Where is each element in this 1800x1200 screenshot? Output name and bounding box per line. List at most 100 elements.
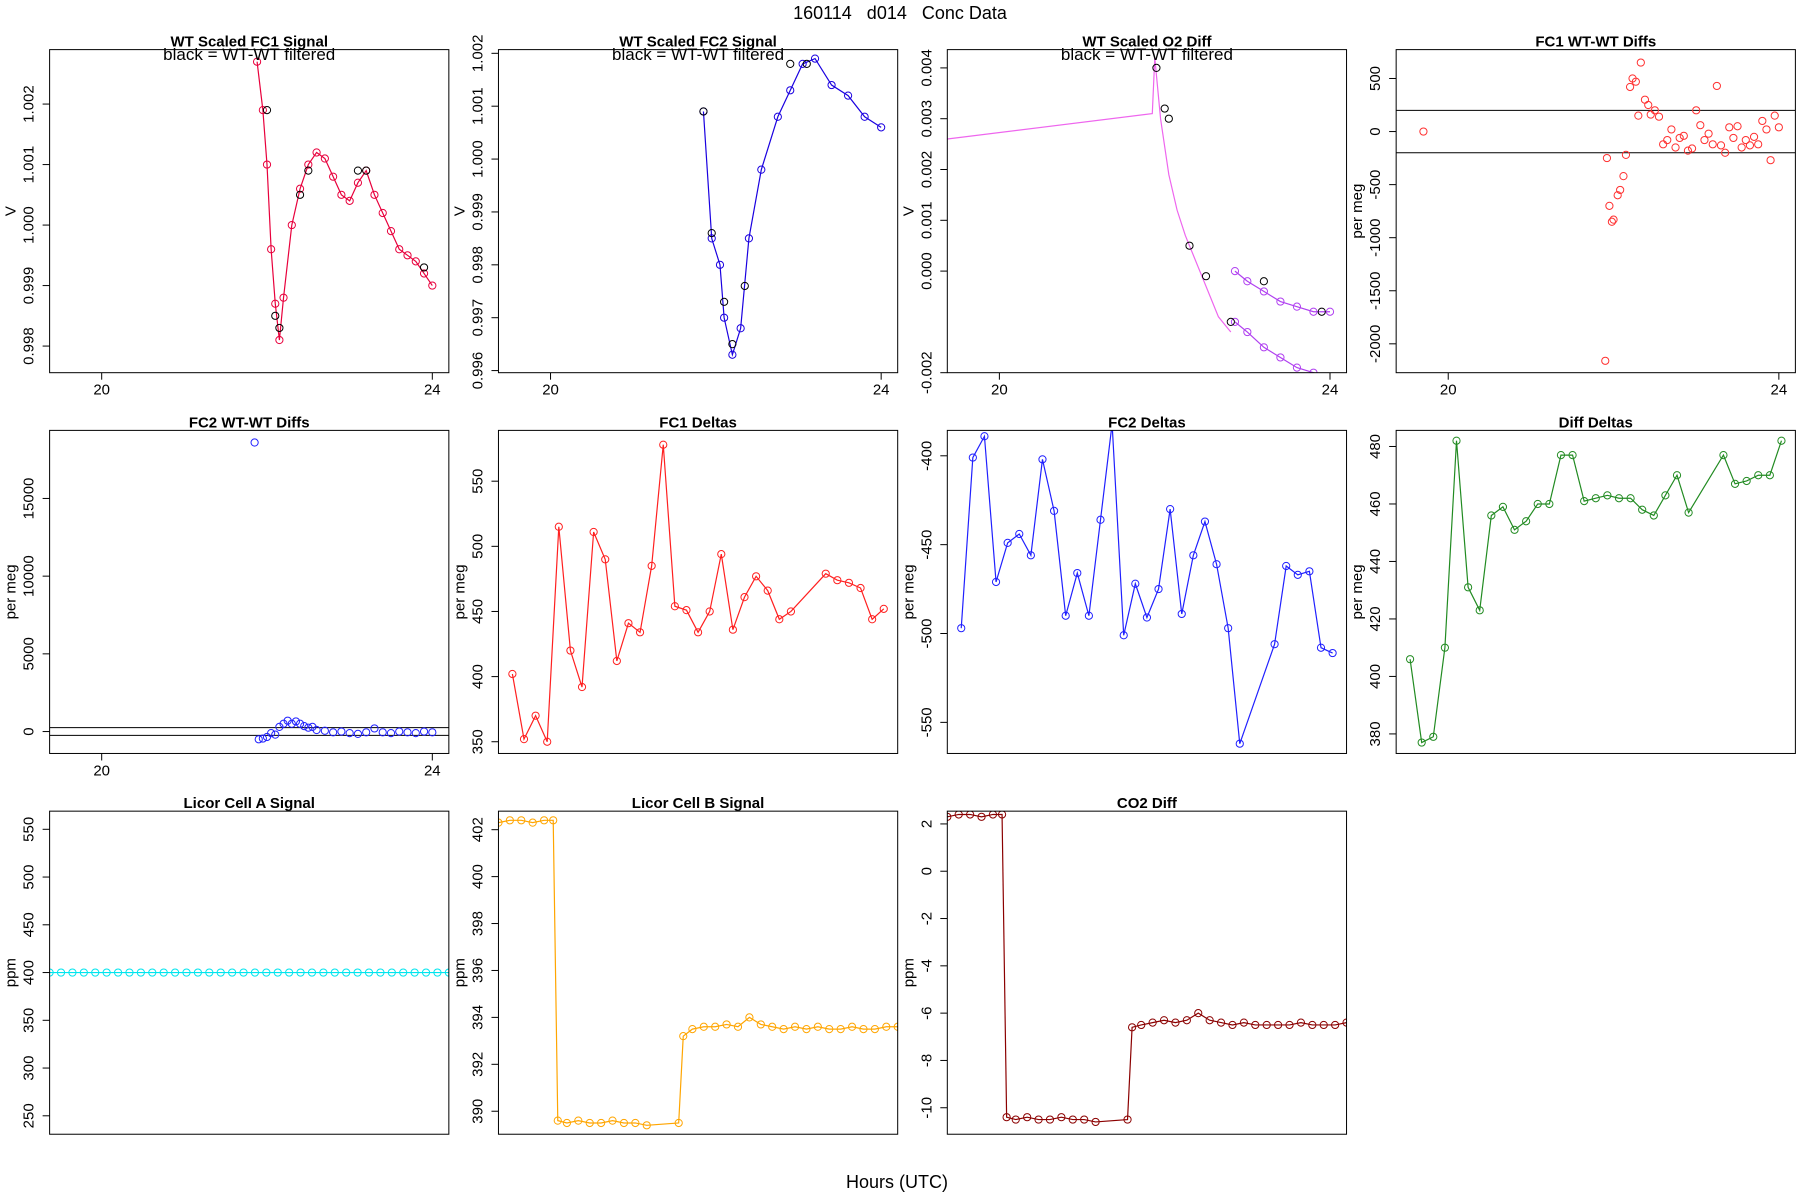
data-point: [1692, 106, 1701, 115]
panel-title: FC1 WT-WT Diffs: [1535, 34, 1656, 51]
data-point: [1663, 135, 1672, 145]
y-tick-label: -1000: [1367, 219, 1384, 257]
data-point: [1737, 143, 1746, 152]
x-tick-label: 20: [1440, 382, 1457, 399]
data-point: [403, 251, 412, 260]
data-point: [1216, 1018, 1226, 1027]
data-point: [589, 527, 598, 537]
data-point: [262, 732, 272, 742]
y-tick-label: 500: [1367, 66, 1384, 91]
y-tick-label: 500: [469, 534, 486, 559]
plot-frame: [497, 49, 899, 374]
y-tick-label: 500: [21, 865, 38, 890]
data-point: [342, 968, 351, 977]
data-point: [1762, 125, 1771, 134]
data-point: [740, 593, 749, 602]
data-point: [267, 729, 276, 738]
data-point: [508, 669, 517, 679]
data-point: [1452, 436, 1461, 445]
x-axis-label: Hours (UTC): [846, 1172, 948, 1192]
data-point: [1164, 114, 1173, 123]
data-point: [693, 628, 703, 637]
plot-frame: [946, 49, 1348, 374]
plot-frame: [497, 429, 899, 754]
data-point: [279, 293, 288, 302]
data-point: [1285, 1020, 1294, 1030]
data-point: [1316, 643, 1326, 652]
panel-title: CO2 Diff: [1117, 795, 1178, 812]
data-point: [395, 727, 404, 736]
data-point: [1026, 551, 1035, 560]
plot-area: [508, 440, 888, 746]
data-point: [1230, 266, 1240, 276]
data-point: [597, 1118, 606, 1128]
y-tick-label: 10000: [21, 555, 38, 597]
y-tick-label: -6: [918, 1006, 935, 1019]
data-point: [847, 1022, 857, 1031]
data-point: [1687, 144, 1697, 153]
data-point: [262, 968, 271, 977]
data-point: [337, 727, 346, 736]
panel-title: Licor Cell A Signal: [184, 795, 315, 812]
data-point: [1650, 106, 1659, 115]
data-point: [1758, 116, 1767, 126]
data-point: [345, 196, 354, 205]
data-point: [1405, 655, 1415, 664]
data-point: [1716, 141, 1726, 150]
y-axis-label: per meg: [451, 564, 468, 619]
data-point: [1770, 111, 1779, 120]
y-tick-label: 1.000: [469, 140, 486, 178]
data-point: [1626, 494, 1635, 503]
data-point: [1613, 191, 1622, 200]
data-point: [722, 1020, 731, 1029]
data-point: [353, 968, 362, 977]
data-point: [271, 299, 280, 308]
plot-area: [947, 811, 1347, 1127]
y-axis-label: per meg: [1349, 564, 1366, 619]
data-point: [1282, 561, 1291, 571]
y-tick-label: 400: [21, 960, 38, 985]
data-point: [275, 323, 284, 333]
data-point: [262, 106, 272, 115]
data-point: [1045, 1115, 1055, 1124]
data-point: [271, 311, 280, 320]
data-point: [1616, 185, 1625, 195]
series-line: [960, 430, 1333, 744]
data-point: [1636, 58, 1645, 67]
data-point: [345, 729, 354, 738]
data-point: [988, 811, 998, 819]
data-point: [386, 227, 396, 236]
data-point: [1614, 494, 1624, 503]
y-tick-label: 0.001: [918, 202, 935, 240]
data-point: [1672, 471, 1682, 480]
y-tick-label: 15000: [21, 478, 38, 520]
data-point: [1159, 1016, 1169, 1025]
series-line: [511, 444, 885, 742]
data-point: [403, 728, 412, 737]
y-tick-label: 1.000: [21, 206, 38, 244]
data-point: [1148, 1018, 1157, 1027]
data-point: [1417, 738, 1426, 747]
data-point: [543, 737, 552, 746]
data-point: [68, 968, 77, 977]
data-point: [1609, 215, 1618, 224]
data-point: [763, 586, 772, 595]
y-tick-label: 420: [1367, 606, 1384, 631]
data-point: [966, 811, 975, 819]
y-tick-label: -10: [918, 1097, 935, 1119]
data-point: [56, 968, 66, 977]
data-point: [1292, 302, 1302, 311]
data-point: [624, 619, 633, 628]
data-point: [1123, 1115, 1132, 1124]
data-point: [182, 968, 191, 977]
data-point: [1228, 1020, 1237, 1030]
data-point: [91, 968, 100, 977]
data-point: [1659, 140, 1668, 149]
data-point: [752, 572, 761, 581]
y-tick-label: 1.001: [21, 146, 38, 184]
series-line: [702, 57, 882, 358]
data-point: [1704, 129, 1713, 138]
data-point: [1023, 1113, 1032, 1122]
y-tick-label: 5000: [21, 637, 38, 670]
